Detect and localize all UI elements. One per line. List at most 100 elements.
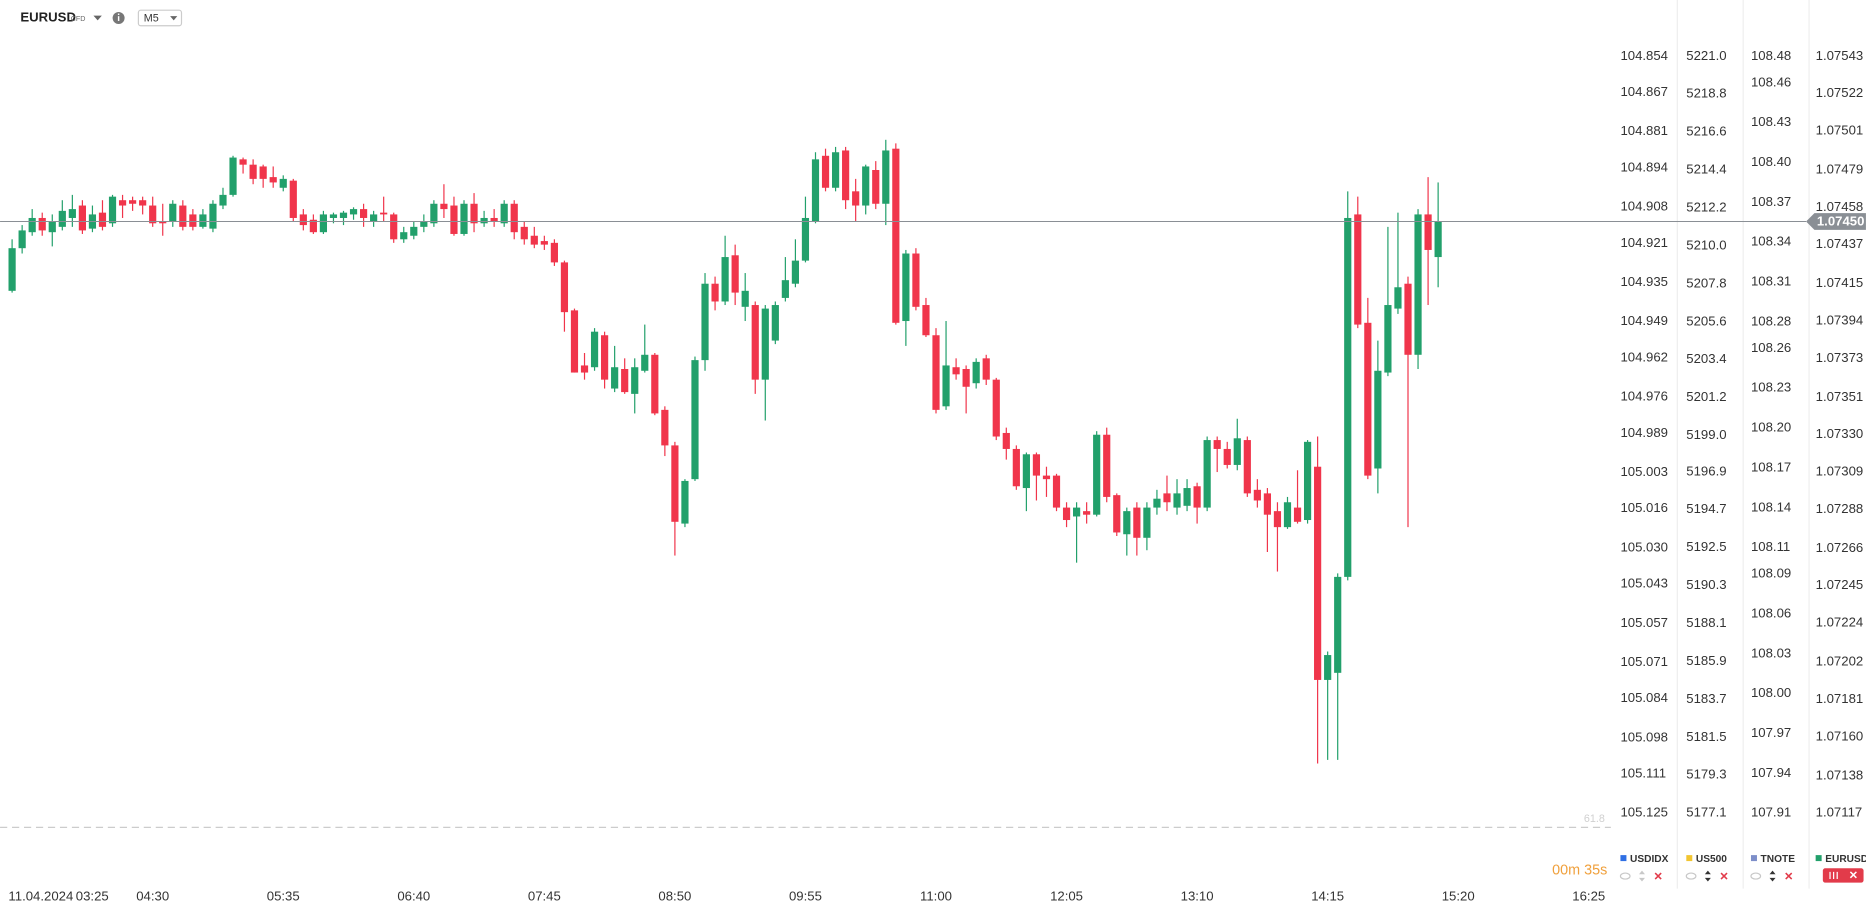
- y-tick-label: 1.07224: [1816, 615, 1864, 630]
- candle-body: [1253, 489, 1261, 501]
- legend-remove[interactable]: [1849, 871, 1857, 879]
- y-tick-label: 5183.7: [1686, 691, 1726, 706]
- y-tick-label: 104.962: [1620, 349, 1668, 364]
- y-tick-label: 105.016: [1620, 500, 1668, 515]
- candle-body: [1283, 502, 1292, 528]
- candle-body: [801, 217, 810, 261]
- y-tick-label: 5194.7: [1686, 501, 1726, 516]
- legend-visibility[interactable]: [1685, 872, 1697, 880]
- candle-timer: 00m 35s: [1552, 862, 1607, 878]
- candle-body: [1233, 438, 1241, 465]
- candle-body: [169, 203, 177, 222]
- candle-body: [590, 331, 599, 368]
- candle-body: [1022, 454, 1030, 489]
- candle-body: [68, 209, 76, 218]
- candle-body: [520, 226, 528, 240]
- y-tick-label: 108.28: [1751, 313, 1791, 328]
- candle-body: [1183, 488, 1191, 506]
- y-tick-label: 1.07309: [1816, 464, 1864, 479]
- legend-visibility[interactable]: [1750, 872, 1762, 880]
- y-tick-label: 105.030: [1620, 539, 1668, 554]
- y-tick-label: 104.921: [1620, 235, 1668, 250]
- interval-select[interactable]: [137, 9, 183, 27]
- candle-body: [1123, 511, 1131, 535]
- y-tick-label: 105.071: [1620, 654, 1668, 669]
- candle-body: [500, 203, 508, 224]
- legend-order[interactable]: [1769, 870, 1776, 882]
- y-tick-label: 1.07458: [1816, 199, 1864, 214]
- y-tick-label: 1.07266: [1816, 540, 1864, 555]
- legend-visibility[interactable]: [1619, 872, 1631, 880]
- candle-body: [1163, 493, 1171, 503]
- candle-body: [390, 214, 398, 240]
- x-tick-label: 04:30: [136, 889, 169, 904]
- candle-body: [1193, 486, 1201, 508]
- candle-body: [811, 159, 820, 222]
- legend-label: US500: [1696, 854, 1727, 865]
- legend-label: USDIDX: [1630, 854, 1669, 865]
- candle-body: [741, 290, 749, 307]
- candle-body: [78, 205, 86, 231]
- interval: M5: [144, 12, 159, 24]
- candle-body: [852, 191, 860, 206]
- candle-body: [972, 361, 980, 384]
- y-tick-label: 105.125: [1620, 805, 1668, 820]
- candle-body: [842, 150, 850, 201]
- legend-remove[interactable]: [1654, 872, 1662, 880]
- candle-body: [992, 379, 1000, 437]
- candle-body: [1173, 493, 1181, 508]
- x-tick-label: 15:20: [1442, 889, 1475, 904]
- y-tick-label: 5210.0: [1686, 237, 1726, 252]
- info-icon-dot: [117, 13, 120, 15]
- candle-body: [550, 242, 558, 263]
- y-tick-label: 108.23: [1751, 380, 1791, 395]
- legend-order[interactable]: [1704, 870, 1711, 882]
- candle-body: [701, 283, 709, 361]
- candle-body: [28, 217, 36, 233]
- legend-order[interactable]: [1639, 870, 1645, 882]
- candle-body: [912, 253, 920, 307]
- candle-body: [400, 232, 408, 240]
- y-tick-label: 104.908: [1620, 199, 1668, 214]
- candle-body: [781, 280, 789, 298]
- y-tick-label: 108.03: [1751, 645, 1791, 660]
- y-tick-label: 1.07479: [1816, 161, 1864, 176]
- candle-body: [1093, 434, 1101, 515]
- symbol[interactable]: EURUSD: [20, 9, 76, 24]
- y-tick-label: 105.084: [1620, 690, 1668, 705]
- y-tick-label: 1.07522: [1816, 85, 1864, 100]
- y-tick-label: 5192.5: [1686, 539, 1726, 554]
- y-tick-label: 1.07330: [1816, 426, 1864, 441]
- candle-body: [922, 305, 930, 336]
- candle-body: [651, 354, 659, 414]
- x-tick-label: 14:15: [1311, 889, 1344, 904]
- candle-body: [199, 214, 207, 227]
- candle-body: [641, 354, 649, 371]
- legend-swatch: [1750, 855, 1757, 862]
- candle-body: [761, 308, 769, 380]
- legend-remove[interactable]: [1720, 872, 1728, 880]
- symbol-dropdown-arrow[interactable]: [93, 15, 102, 21]
- candle-body: [1083, 511, 1091, 515]
- candle-body: [98, 212, 107, 227]
- candle-body: [1052, 475, 1061, 508]
- candle-body: [1103, 434, 1111, 497]
- instrument-type: CFD: [71, 15, 86, 23]
- y-tick-label: 5179.3: [1686, 767, 1726, 782]
- candle-body: [1293, 507, 1302, 522]
- candle-body: [821, 155, 830, 188]
- candle-body: [731, 255, 739, 293]
- candle-body: [8, 248, 16, 291]
- legend-icon: [1829, 871, 1838, 880]
- candle-body: [470, 203, 478, 224]
- y-tick-label: 5201.2: [1686, 389, 1726, 404]
- candle-body: [942, 365, 950, 407]
- legend-actions[interactable]: [1822, 868, 1864, 883]
- y-tick-label: 5221.0: [1686, 48, 1726, 63]
- legend-remove[interactable]: [1785, 872, 1793, 880]
- y-tick-label: 5205.6: [1686, 313, 1726, 328]
- y-tick-label: 107.94: [1751, 765, 1791, 780]
- y-tick-label: 1.07437: [1816, 236, 1864, 251]
